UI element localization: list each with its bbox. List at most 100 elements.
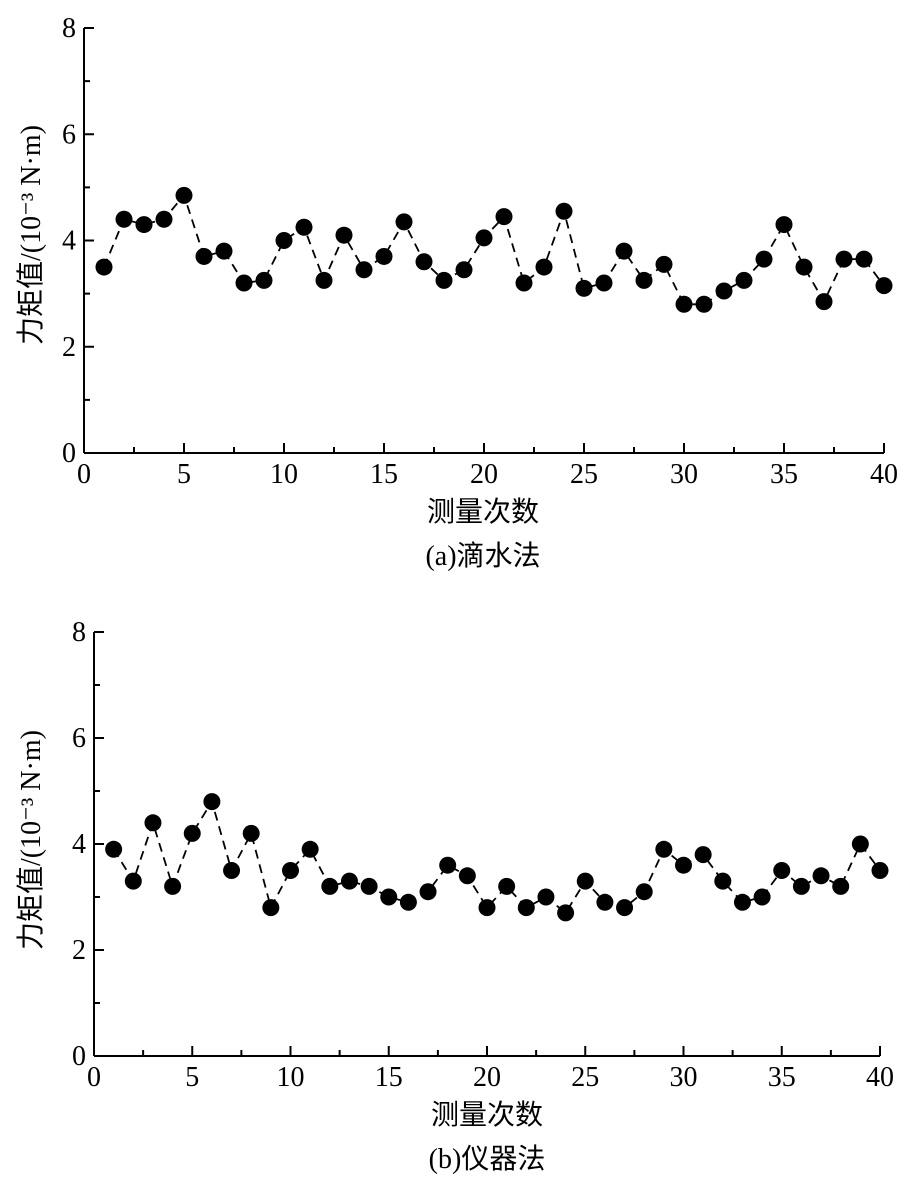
data-point (223, 862, 241, 879)
y-tick-label: 4 (62, 226, 76, 257)
x-tick-label: 0 (87, 1062, 101, 1093)
data-point (144, 814, 162, 832)
data-point (515, 274, 533, 292)
data-point (135, 216, 153, 234)
data-point (183, 824, 201, 842)
x-tick-label: 40 (866, 1062, 894, 1093)
data-point (495, 208, 513, 226)
data-point (498, 877, 516, 895)
data-point (458, 867, 476, 885)
data-point (375, 247, 393, 265)
x-tick-label: 10 (277, 1062, 305, 1093)
data-point (164, 877, 182, 895)
data-point (832, 877, 850, 895)
x-tick-label: 35 (768, 1062, 796, 1093)
data-point (675, 295, 693, 313)
x-tick-label: 30 (670, 1062, 698, 1093)
data-point (792, 877, 810, 895)
x-tick-labels: 0 5 10 15 20 25 30 35 40 (87, 1062, 894, 1093)
data-point (733, 893, 751, 911)
chart-subtitle: (b)仪器法 (429, 1143, 546, 1175)
data-point (815, 293, 833, 311)
data-point (535, 258, 553, 276)
data-point (755, 250, 773, 268)
data-point (835, 250, 853, 268)
y-tick-label: 0 (72, 1041, 86, 1072)
x-tick-label: 0 (77, 459, 91, 490)
x-axis-label: 测量次数 (431, 1099, 543, 1131)
data-point (735, 271, 753, 289)
data-point (694, 846, 712, 864)
data-point (714, 872, 732, 890)
y-tick-label: 6 (62, 119, 76, 150)
axes (93, 631, 881, 1057)
x-tick-label: 30 (670, 459, 698, 490)
data-point (775, 216, 793, 234)
x-tick-label: 40 (870, 459, 898, 490)
series-line (112, 799, 881, 915)
data-point (655, 255, 673, 273)
data-point (635, 883, 653, 901)
data-point (242, 824, 260, 842)
data-point (95, 258, 113, 276)
data-point (655, 840, 673, 858)
data-point (355, 261, 373, 279)
axes (83, 27, 885, 454)
x-tick-label: 5 (185, 1062, 199, 1093)
data-point (255, 271, 273, 289)
series-line (103, 193, 885, 306)
data-point (399, 893, 417, 911)
data-point (295, 218, 313, 236)
data-series (95, 186, 893, 313)
data-point (315, 271, 333, 289)
x-tick-label: 15 (375, 1062, 403, 1093)
y-axis-label: 力矩值/(10⁻³ N·m) (15, 125, 47, 345)
data-point (517, 899, 535, 917)
data-point (675, 856, 692, 874)
x-tick-label: 25 (571, 1062, 599, 1093)
data-point (575, 279, 593, 297)
data-point (395, 213, 413, 231)
data-point (715, 282, 733, 300)
data-point (115, 210, 133, 228)
data-point (753, 888, 771, 906)
chart-panel-b: 0 5 10 15 20 25 30 35 40 0 2 4 6 8 测量次数 (b)仪器法 力矩值/(… (15, 617, 894, 1175)
data-point (380, 888, 398, 906)
x-tick-label: 10 (270, 459, 298, 490)
data-point (235, 274, 253, 292)
x-tick-label: 15 (370, 459, 398, 490)
y-tick-label: 8 (62, 13, 76, 44)
x-axis-label: 测量次数 (427, 496, 539, 528)
data-point (557, 904, 575, 922)
data-point (537, 888, 555, 906)
y-tick-labels: 0 2 4 6 8 (72, 617, 86, 1072)
data-point (576, 872, 594, 890)
y-axis-label: 力矩值/(10⁻³ N·m) (15, 730, 47, 950)
x-tick-label: 5 (177, 459, 191, 490)
data-point (195, 247, 213, 265)
data-point (596, 893, 614, 911)
data-point (695, 295, 713, 313)
data-point (203, 793, 221, 811)
data-point (615, 242, 633, 260)
x-tick-label: 35 (770, 459, 798, 490)
chart-subtitle: (a)滴水法 (425, 540, 540, 572)
data-point (616, 899, 634, 917)
data-point (595, 274, 613, 292)
y-tick-label: 4 (72, 829, 86, 860)
data-point (275, 232, 293, 249)
data-point (262, 899, 280, 917)
x-tick-label: 25 (570, 459, 598, 490)
data-point (435, 271, 453, 289)
data-point (455, 261, 473, 279)
data-point (475, 229, 493, 247)
data-point (124, 872, 142, 890)
data-point (419, 883, 437, 901)
data-point (875, 277, 893, 295)
data-point (215, 242, 233, 260)
data-point (282, 862, 299, 879)
data-point (773, 862, 791, 879)
y-tick-label: 6 (72, 723, 86, 754)
data-point (155, 210, 173, 228)
